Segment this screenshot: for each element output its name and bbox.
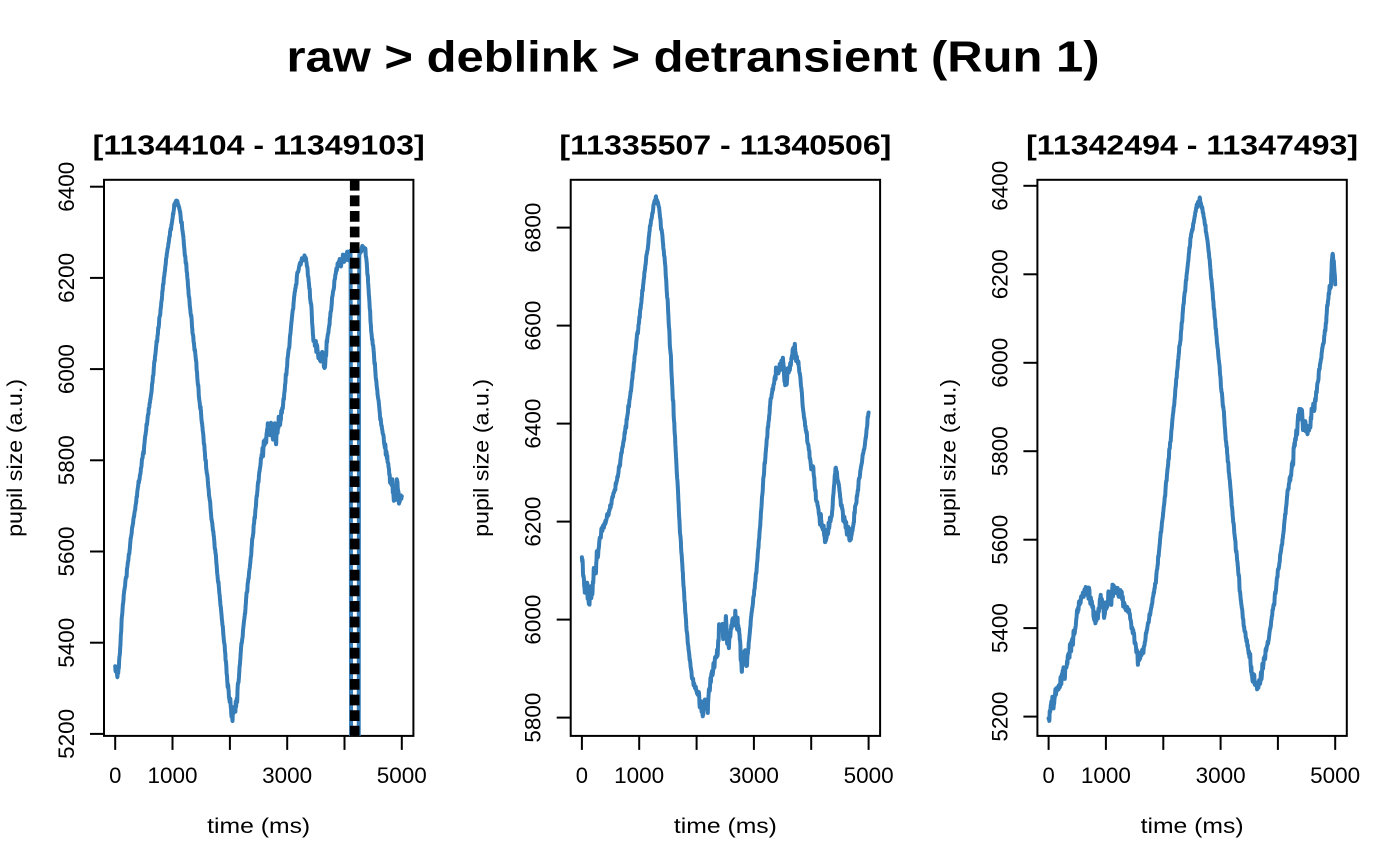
svg-text:6400: 6400 [54, 162, 79, 212]
svg-text:pupil size (a.u.): pupil size (a.u.) [471, 379, 494, 537]
svg-text:[11342494 - 11347493]: [11342494 - 11347493] [1026, 130, 1358, 161]
svg-text:5000: 5000 [1310, 763, 1360, 788]
svg-text:5200: 5200 [987, 692, 1012, 742]
svg-text:5800: 5800 [987, 426, 1012, 476]
svg-text:5000: 5000 [844, 763, 894, 788]
svg-text:5000: 5000 [377, 763, 427, 788]
svg-text:5400: 5400 [54, 618, 79, 668]
svg-text:5200: 5200 [54, 709, 79, 759]
svg-text:6400: 6400 [521, 399, 546, 449]
svg-text:5400: 5400 [987, 603, 1012, 653]
svg-text:5600: 5600 [987, 515, 1012, 565]
svg-text:time (ms): time (ms) [207, 815, 310, 838]
svg-text:time (ms): time (ms) [1141, 815, 1244, 838]
svg-text:6200: 6200 [987, 249, 1012, 299]
svg-text:[11335507 - 11340506]: [11335507 - 11340506] [559, 130, 891, 161]
svg-text:time (ms): time (ms) [674, 815, 777, 838]
svg-text:6400: 6400 [987, 161, 1012, 211]
svg-text:6200: 6200 [521, 497, 546, 547]
svg-text:6000: 6000 [521, 595, 546, 645]
svg-text:pupil size (a.u.): pupil size (a.u.) [4, 379, 27, 537]
svg-text:6200: 6200 [54, 253, 79, 303]
svg-text:raw > deblink > detransient (R: raw > deblink > detransient (Run 1) [287, 33, 1100, 82]
svg-text:3000: 3000 [1196, 763, 1246, 788]
svg-text:3000: 3000 [262, 763, 312, 788]
svg-text:pupil size (a.u.): pupil size (a.u.) [937, 379, 960, 537]
svg-text:5600: 5600 [54, 527, 79, 577]
svg-text:1000: 1000 [1081, 763, 1131, 788]
svg-text:6000: 6000 [54, 344, 79, 394]
svg-text:0: 0 [109, 763, 121, 788]
svg-text:5800: 5800 [54, 435, 79, 485]
svg-text:6000: 6000 [987, 338, 1012, 388]
svg-text:3000: 3000 [729, 763, 779, 788]
svg-text:0: 0 [1042, 763, 1054, 788]
svg-text:6600: 6600 [521, 301, 546, 351]
svg-text:1000: 1000 [614, 763, 664, 788]
svg-text:1000: 1000 [148, 763, 198, 788]
svg-text:0: 0 [576, 763, 588, 788]
svg-text:[11344104 - 11349103]: [11344104 - 11349103] [93, 130, 425, 161]
svg-text:5800: 5800 [521, 693, 546, 743]
svg-text:6800: 6800 [521, 203, 546, 253]
